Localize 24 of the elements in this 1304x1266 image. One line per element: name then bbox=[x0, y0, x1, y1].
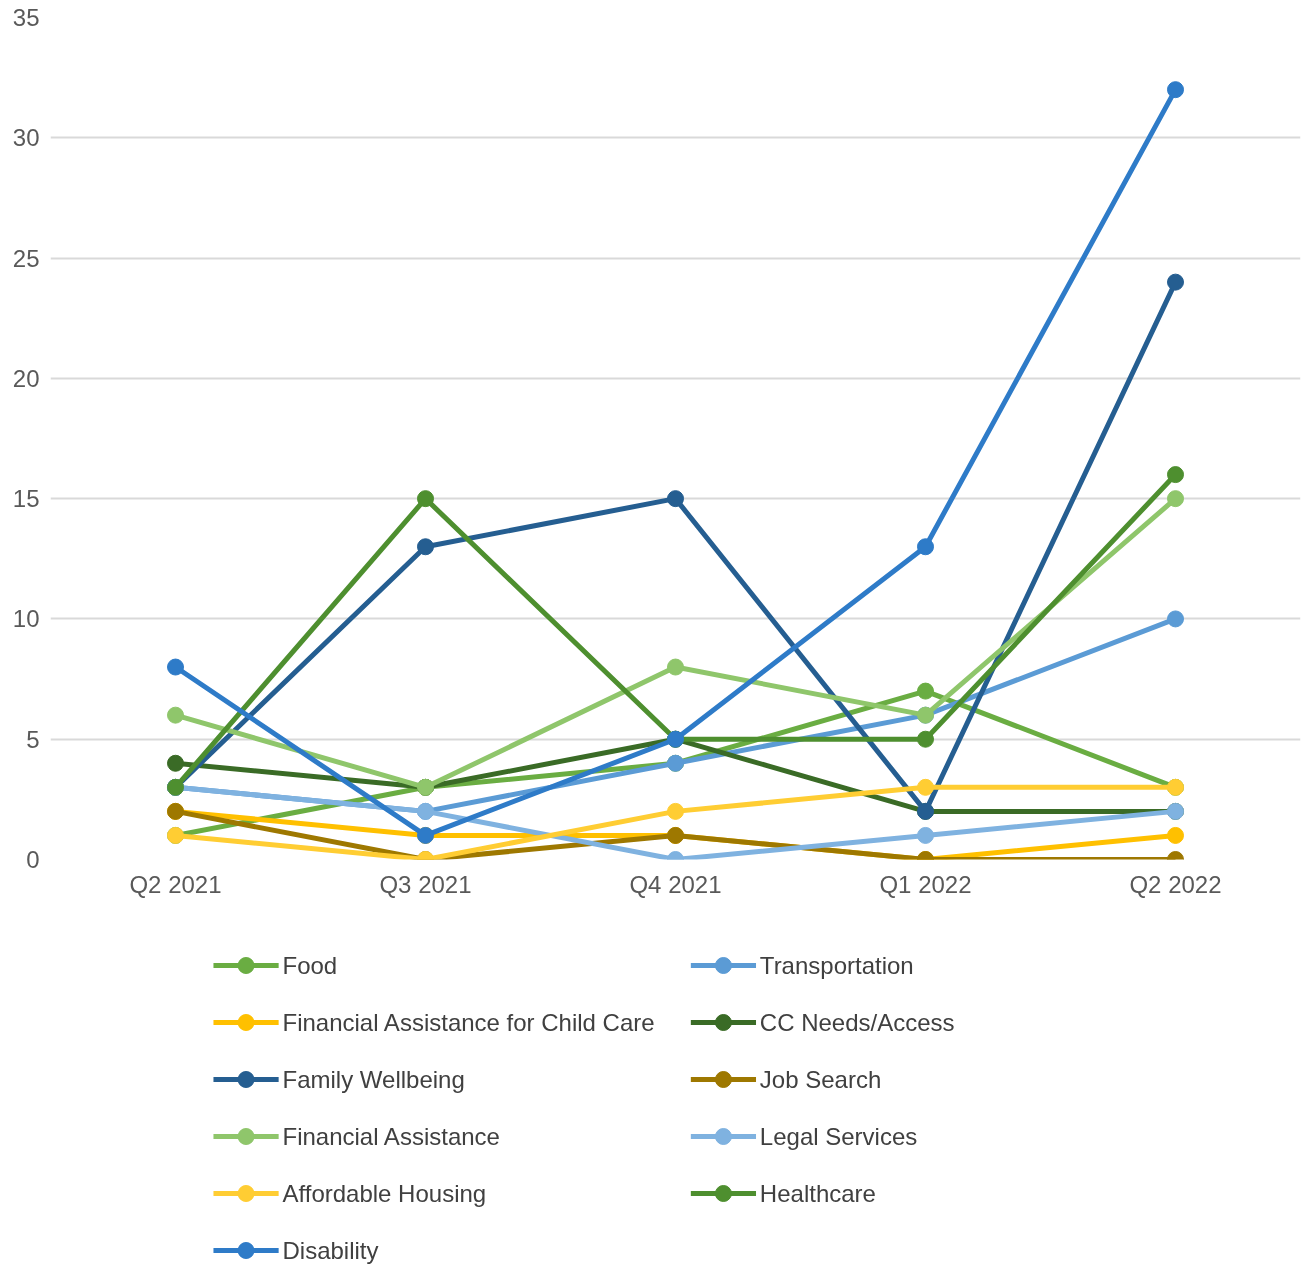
legend-label: Healthcare bbox=[759, 1180, 876, 1207]
x-tick-label: Q2 2022 bbox=[1129, 870, 1222, 898]
legend-label: Job Search bbox=[759, 1066, 882, 1093]
legend-label: Financial Assistance for Child Care bbox=[282, 1009, 655, 1036]
y-tick-label: 20 bbox=[12, 364, 40, 392]
y-tick-label: 15 bbox=[12, 485, 40, 513]
y-tick-label: 0 bbox=[26, 846, 40, 873]
y-tick-label: 5 bbox=[26, 725, 40, 753]
legend-label: Financial Assistance bbox=[282, 1123, 500, 1150]
y-tick-label: 25 bbox=[12, 244, 40, 272]
legend-label: Affordable Housing bbox=[282, 1180, 487, 1207]
x-tick-label: Q4 2021 bbox=[629, 870, 722, 898]
x-tick-label: Q2 2021 bbox=[129, 870, 222, 898]
x-tick-label: Q1 2022 bbox=[879, 870, 972, 898]
legend-label: CC Needs/Access bbox=[759, 1009, 955, 1036]
legend-label: Legal Services bbox=[759, 1123, 918, 1150]
y-tick-label: 35 bbox=[12, 4, 40, 31]
legend-label: Food bbox=[282, 952, 338, 979]
y-tick-label: 30 bbox=[12, 124, 40, 152]
x-tick-label: Q3 2021 bbox=[379, 870, 472, 898]
y-tick-label: 10 bbox=[12, 605, 40, 633]
legend-label: Transportation bbox=[759, 952, 914, 979]
legend-label: Disability bbox=[282, 1237, 379, 1264]
legend-label: Family Wellbeing bbox=[282, 1066, 465, 1093]
